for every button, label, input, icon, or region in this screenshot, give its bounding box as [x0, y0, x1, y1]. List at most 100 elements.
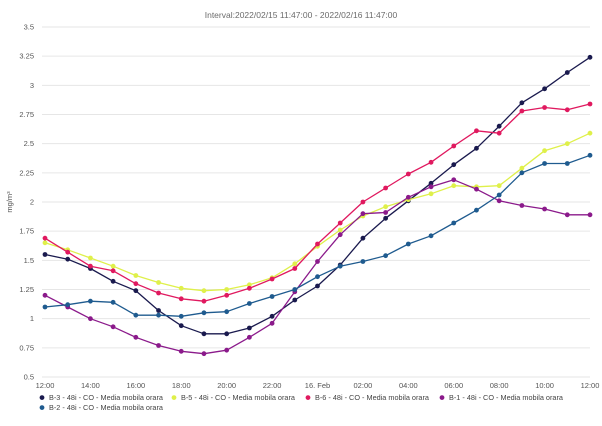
data-point — [224, 292, 230, 298]
x-tick-label: 20:00 — [217, 381, 236, 390]
data-point — [337, 232, 343, 238]
data-point — [564, 212, 570, 218]
legend-item: B-2 - 48i - CO - Media mobila orara — [39, 403, 164, 412]
data-point — [42, 304, 48, 310]
data-point — [246, 334, 252, 340]
y-tick-label: 2.75 — [19, 110, 34, 119]
data-point — [587, 54, 593, 60]
data-point — [519, 100, 525, 106]
data-point — [88, 316, 93, 322]
data-point — [451, 162, 457, 168]
x-tick-label: 18:00 — [172, 381, 191, 390]
data-point — [133, 312, 139, 318]
data-point — [451, 220, 457, 226]
data-point — [383, 210, 389, 215]
data-point — [564, 70, 570, 75]
data-point — [224, 347, 230, 353]
y-tick-label: 1 — [30, 314, 34, 323]
legend-label: B-5 - 48i - CO - Media mobila orara — [181, 393, 296, 402]
data-point — [564, 141, 570, 147]
data-point — [519, 170, 525, 176]
data-point — [133, 288, 139, 294]
x-tick-label: 10:00 — [535, 381, 554, 390]
data-point — [542, 161, 547, 166]
legend-marker — [39, 405, 45, 410]
data-point — [201, 351, 207, 357]
x-tick-label: 12:00 — [36, 381, 55, 390]
data-point — [405, 171, 411, 177]
series-line — [44, 179, 590, 355]
data-point — [405, 241, 411, 247]
data-point — [246, 282, 252, 288]
y-tick-label: 3 — [30, 81, 34, 90]
data-point — [474, 186, 479, 192]
data-point — [42, 252, 48, 257]
series-line — [44, 132, 591, 292]
legend-label: B-2 - 48i - CO - Media mobila orara — [49, 403, 164, 412]
data-point — [88, 255, 93, 261]
data-point — [269, 320, 275, 326]
data-point — [315, 241, 320, 247]
data-point — [292, 297, 298, 303]
x-tick-label: 04:00 — [399, 381, 418, 390]
data-point — [133, 334, 139, 340]
data-point — [428, 159, 434, 165]
data-point — [587, 101, 593, 107]
legend-label: B-3 - 48i - CO - Media mobila orara — [49, 393, 164, 402]
x-tick-label: 22:00 — [263, 381, 282, 390]
data-point — [451, 143, 457, 149]
data-point — [201, 288, 207, 294]
x-tick-label: 02:00 — [354, 381, 373, 390]
y-axis-ticks: 0.5 0.75 1 1.25 1.5 1.75 2 2.25 2.5 2.75 3 3.25 3.5 — [19, 23, 34, 382]
data-point — [110, 299, 116, 305]
data-point — [360, 211, 366, 217]
y-tick-label: 2.25 — [19, 168, 34, 177]
data-point — [519, 108, 525, 114]
legend-marker — [439, 395, 445, 400]
data-point — [292, 266, 298, 271]
data-point — [156, 290, 161, 296]
data-point — [269, 313, 275, 319]
data-point — [133, 281, 139, 287]
data-point — [587, 130, 593, 136]
data-point — [292, 287, 298, 292]
series-line — [44, 56, 591, 335]
data-point — [65, 249, 71, 255]
data-point — [496, 183, 502, 189]
data-point — [224, 309, 230, 315]
chart-title: Interval:2022/02/15 11:47:00 - 2022/02/1… — [205, 10, 398, 20]
legend-marker — [39, 395, 45, 400]
legend-marker — [171, 395, 177, 400]
data-point — [519, 165, 525, 171]
data-point — [65, 256, 71, 262]
data-point — [405, 194, 411, 200]
data-point — [542, 148, 547, 154]
y-axis-label: mg/m³ — [5, 191, 14, 213]
legend-label: B-6 - 48i - CO - Media mobila orara — [315, 393, 430, 402]
data-point — [88, 298, 93, 304]
data-point — [383, 253, 389, 259]
legend: B-3 - 48i - CO - Media mobila orara B-5 -… — [39, 393, 564, 412]
data-point — [88, 263, 93, 269]
series-lines — [42, 54, 593, 357]
y-tick-label: 1.25 — [19, 285, 34, 294]
y-tick-label: 0.75 — [19, 343, 34, 352]
data-point — [224, 287, 230, 292]
data-point — [383, 185, 389, 191]
data-point — [428, 233, 434, 239]
data-point — [269, 276, 275, 282]
data-point — [178, 285, 184, 291]
data-point — [110, 278, 116, 284]
data-point — [474, 145, 479, 151]
data-point — [110, 324, 116, 330]
data-point — [178, 313, 184, 319]
data-point — [383, 204, 389, 210]
data-point — [201, 331, 207, 337]
data-point — [383, 215, 389, 221]
data-point — [337, 227, 343, 233]
data-point — [224, 331, 230, 337]
y-tick-label: 3.25 — [19, 52, 34, 61]
legend-item: B-3 - 48i - CO - Media mobila orara — [39, 393, 164, 402]
data-point — [178, 348, 184, 354]
x-tick-label: 16. Feb — [305, 381, 330, 390]
